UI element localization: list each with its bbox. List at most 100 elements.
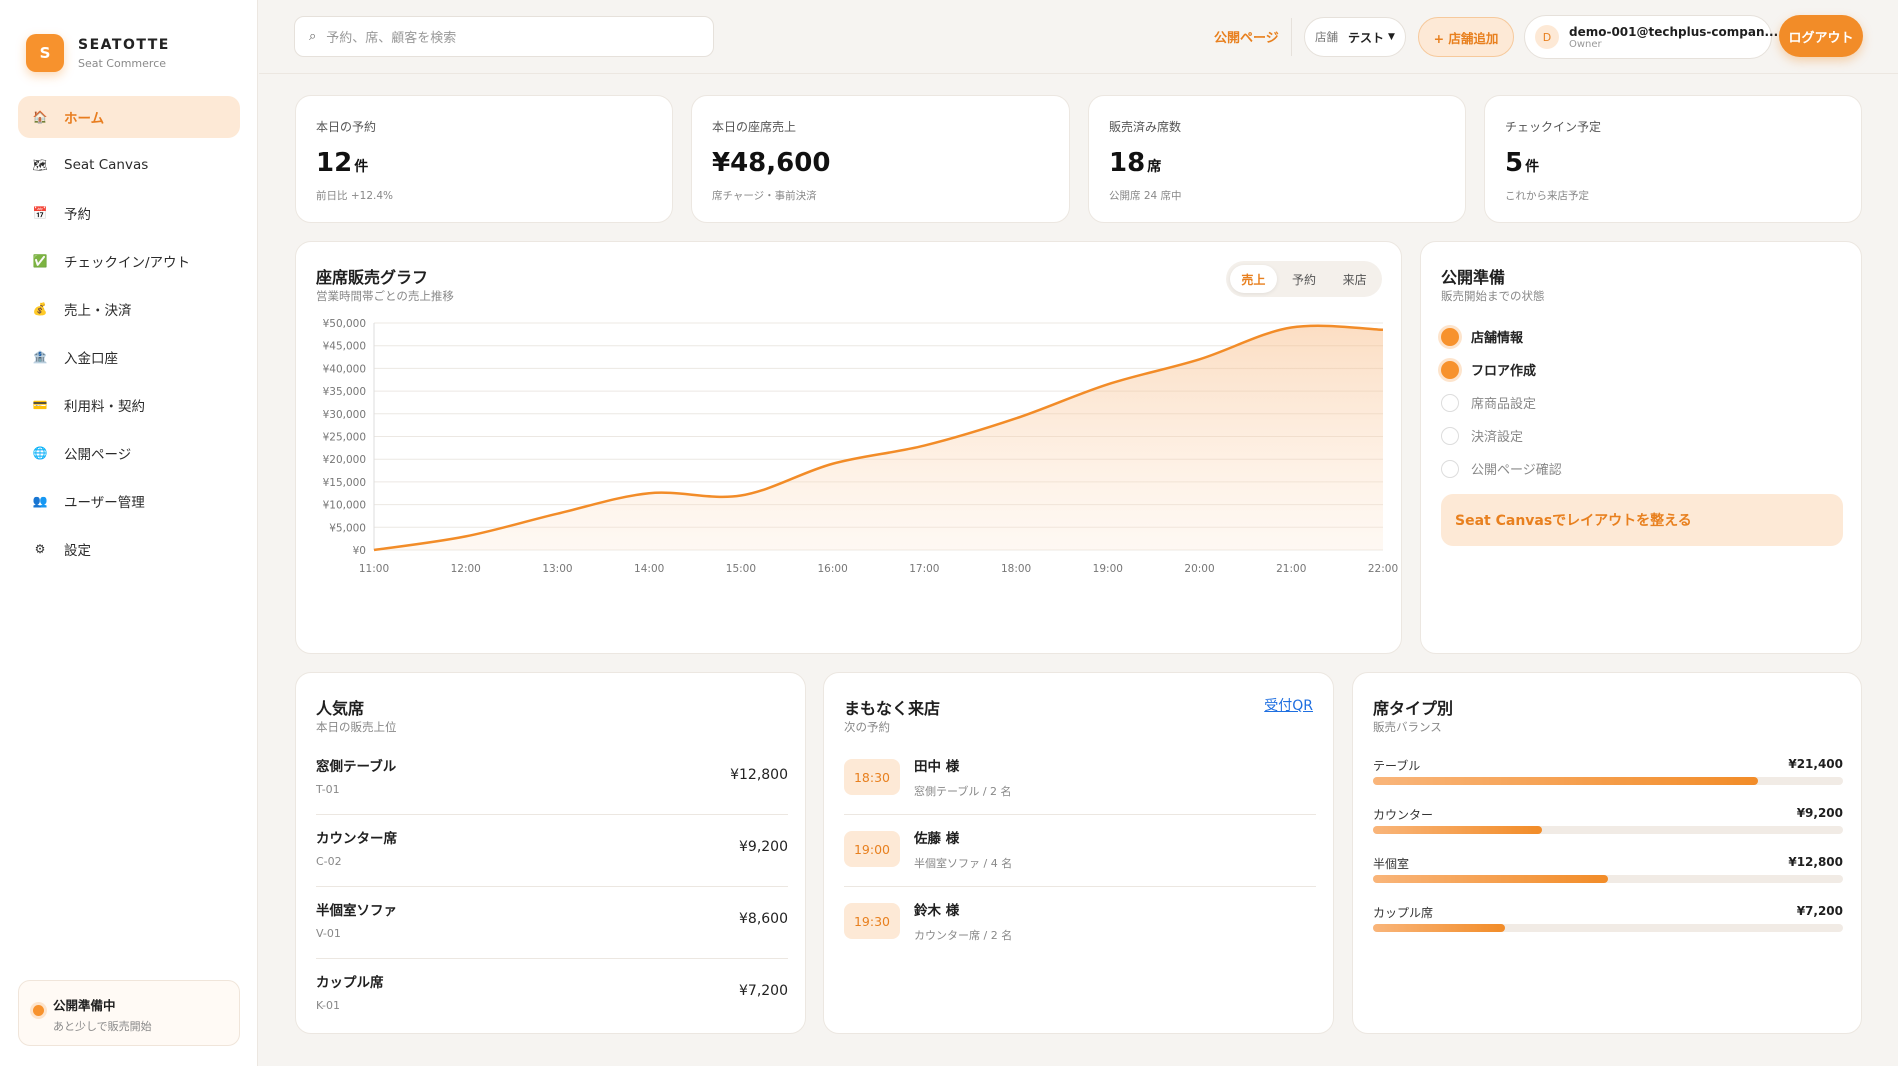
sidebar-item-gear[interactable]: ⚙ 設定 [18,528,240,570]
kpi-subtext: 席チャージ・事前決済 [712,190,817,202]
sidebar-item-money-bag[interactable]: 💰 売上・決済 [18,288,240,330]
x-tick-label: 11:00 [359,563,389,575]
x-tick-label: 13:00 [542,563,572,575]
tab-visits[interactable]: 来店 [1342,272,1367,287]
kpi-unit: 席 [1147,159,1162,175]
logout-button[interactable]: ログアウト [1779,15,1863,57]
sales-area-chart: ¥0 ¥5,000 ¥10,000 ¥15,000 ¥20,000 ¥25,000 ¥30,… [323,318,1399,575]
tab-sales[interactable]: 売上 [1230,265,1277,293]
popular-seat-row[interactable]: 窓側テーブル T-01 ¥12,800 [316,743,788,815]
x-tick-label: 21:00 [1276,563,1306,575]
arrival-row[interactable]: 19:30 鈴木 様カウンター席 / 2 名 [844,887,1316,959]
sidebar-item-bank[interactable]: 🏦 入金口座 [18,336,240,378]
publish-status-box: 公開準備中 あと少しで販売開始 [18,980,240,1046]
tab-reservations[interactable]: 予約 [1292,272,1317,287]
user-menu[interactable]: D demo-001@techplus-compan... Owner [1524,15,1778,59]
public-page-link[interactable]: 公開ページ [1214,31,1279,46]
arrival-row[interactable]: 18:30 田中 様窓側テーブル / 2 名 [844,743,1316,815]
prep-checklist-item[interactable]: 店舗情報 [1441,320,1562,353]
sales-line [373,324,1384,552]
reservation-detail: 窓側テーブル / 2 名 [914,785,1012,798]
progress-fill [1373,777,1759,785]
brand[interactable]: S SEATOTTE Seat Commerce [26,34,170,72]
credit-card-icon: 💳 [32,398,48,412]
house-icon: 🏠 [32,110,48,124]
divider [1291,18,1292,56]
x-tick-label: 16:00 [818,563,848,575]
sidebar-item-globe[interactable]: 🌐 公開ページ [18,432,240,474]
seat-price: ¥8,600 [739,911,788,927]
popular-seats-card: 人気席 本日の販売上位 窓側テーブル T-01 ¥12,800 カウンター席 C-02 ¥… [295,672,806,1034]
progress-track [1373,875,1843,883]
prep-item-label: 決済設定 [1471,430,1524,445]
popular-seat-row[interactable]: 半個室ソファ V-01 ¥8,600 [316,887,788,959]
seat-code: C-02 [316,855,342,868]
seat-type-value: ¥9,200 [1796,806,1843,820]
seat-type-row: 半個室 ¥12,800 [1373,855,1843,905]
progress-track [1373,777,1843,785]
kpi-card-reservations: 本日の予約 12 件 前日比 +12.4% [295,95,673,223]
kpi-number: 18 [1109,148,1146,178]
prep-checklist-item[interactable]: 決済設定 [1441,419,1562,452]
check-filled-icon [1441,360,1459,379]
prep-checklist-item[interactable]: 公開ページ確認 [1441,452,1562,485]
popular-seat-row[interactable]: カウンター席 C-02 ¥9,200 [316,815,788,887]
sidebar-item-label: ユーザー管理 [64,495,145,511]
prep-checklist-item[interactable]: フロア作成 [1441,353,1562,386]
seat-type-label: 半個室 [1373,857,1410,871]
seat-code: K-01 [316,999,341,1012]
sidebar-item-label: チェックイン/アウト [64,255,191,271]
sidebar-item-credit-card[interactable]: 💳 利用料・契約 [18,384,240,426]
sidebar-item-label: 公開ページ [64,447,132,463]
users-icon: 👥 [32,494,48,508]
reception-qr-link[interactable]: 受付QR [1264,698,1313,714]
y-tick-label: ¥35,000 [323,386,366,398]
store-select[interactable]: 店舗 テスト ▼ [1304,17,1406,57]
seat-type-row: カウンター ¥9,200 [1373,806,1843,856]
globe-icon: 🌐 [32,446,48,460]
store-label: 店舗 [1315,30,1339,44]
brand-sub: Seat Commerce [78,56,167,70]
bank-icon: 🏦 [32,350,48,364]
gear-icon: ⚙ [34,542,46,556]
add-store-button[interactable]: + 店舗追加 [1418,17,1514,57]
seat-canvas-cta-button[interactable]: Seat Canvasでレイアウトを整える [1441,494,1843,546]
seat-name: カウンター席 [316,831,397,847]
seat-name: カップル席 [316,975,384,991]
sidebar-item-checkbox[interactable]: ✅ チェックイン/アウト [18,240,240,282]
seat-type-label: カウンター [1373,808,1434,822]
kpi-number: 12 [316,148,353,178]
guest-name: 鈴木 様 [914,903,960,919]
seat-type-row: テーブル ¥21,400 [1373,757,1843,807]
sidebar-item-house[interactable]: 🏠 ホーム [18,96,240,138]
sidebar-item-calendar[interactable]: 📅 予約 [18,192,240,234]
seat-type-card: 席タイプ別 販売バランス テーブル ¥21,400 カウンター ¥9,200 半個室 ¥1… [1352,672,1862,1034]
search-input[interactable]: ⌕ 予約、席、顧客を検索 [294,16,714,57]
card-subtitle: 本日の販売上位 [316,720,397,734]
kpi-value: 18 席 [1109,148,1161,178]
status-dot-icon [33,1005,44,1016]
chart-tab-group: 売上 予約 来店 [1226,261,1382,297]
prep-checklist-item[interactable]: 席商品設定 [1441,386,1562,419]
y-tick-label: ¥40,000 [323,363,366,375]
arrival-row[interactable]: 19:00 佐藤 様半個室ソファ / 4 名 [844,815,1316,887]
sidebar-item-users[interactable]: 👥 ユーザー管理 [18,480,240,522]
card-title: 座席販売グラフ [316,268,429,287]
reservation-detail: カウンター席 / 2 名 [914,929,1013,942]
kpi-label: チェックイン予定 [1505,120,1602,134]
seat-price: ¥12,800 [730,767,788,783]
sidebar-item-map[interactable]: 🗺 Seat Canvas [18,144,240,186]
y-tick-label: ¥25,000 [323,432,366,444]
seat-code: V-01 [316,927,341,940]
kpi-card-sales: 本日の座席売上 ¥48,600 席チャージ・事前決済 [691,95,1070,223]
sales-chart-card: 座席販売グラフ 営業時間帯ごとの売上推移 売上 予約 来店 ¥0 ¥5,000 ¥1… [295,241,1402,654]
check-empty-icon [1441,393,1459,412]
y-tick-label: ¥20,000 [323,454,366,466]
sidebar-nav: 🏠 ホーム 🗺 Seat Canvas 📅 予約 ✅ チェックイン/アウト 💰 売上・決済 🏦 入金口… [18,96,240,576]
popular-seat-row[interactable]: カップル席 K-01 ¥7,200 [316,959,788,1031]
prep-item-label: 公開ページ確認 [1471,463,1562,478]
y-tick-label: ¥45,000 [323,341,366,353]
seat-type-row: カップル席 ¥7,200 [1373,904,1843,954]
card-subtitle: 販売バランス [1373,720,1442,734]
chevron-down-icon: ▼ [1388,32,1395,42]
